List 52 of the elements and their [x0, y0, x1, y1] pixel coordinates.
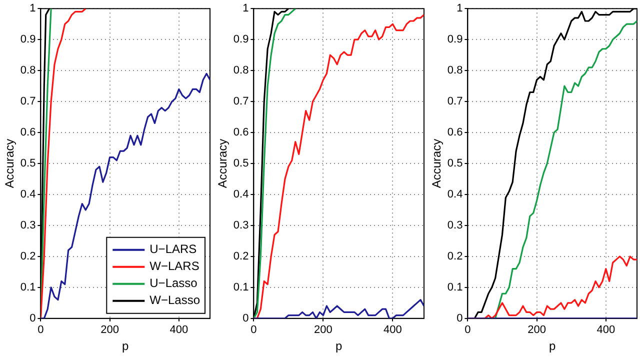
y-tick-label: 0.4	[447, 188, 463, 201]
y-tick-label: 0.9	[233, 34, 249, 46]
legend-label: W−Lasso	[150, 293, 200, 308]
y-tick-label: 0.8	[20, 64, 36, 77]
x-tick-label: 0	[38, 324, 44, 336]
y-tick-label: 0.4	[233, 188, 249, 201]
y-tick-label: 0.3	[447, 219, 463, 232]
x-tick-label: 200	[528, 324, 546, 336]
y-tick-label: 0.9	[447, 34, 463, 46]
x-axis-title: p	[549, 339, 556, 354]
x-tick-label: 400	[384, 324, 402, 336]
x-tick-label: 200	[100, 324, 119, 336]
x-tick-label: 0	[250, 324, 257, 336]
y-tick-label: 0	[456, 312, 463, 324]
y-axis-title: Accuracy	[2, 138, 17, 188]
y-tick-label: 0.6	[447, 126, 463, 139]
x-tick-label: 400	[170, 324, 188, 336]
y-tick-label: 0.7	[447, 96, 463, 108]
y-axis-title: Accuracy	[216, 138, 230, 188]
y-tick-label: 1	[456, 2, 463, 15]
x-axis-title: p	[122, 339, 129, 354]
y-tick-label: 0.7	[20, 96, 36, 108]
y-tick-label: 0.2	[447, 250, 463, 262]
legend-label: U−Lasso	[150, 276, 198, 290]
y-tick-label: 0.8	[447, 64, 463, 77]
y-tick-label: 0.6	[20, 126, 36, 139]
y-tick-label: 0.3	[20, 219, 36, 232]
y-tick-label: 0.2	[233, 250, 249, 262]
x-tick-label: 400	[596, 324, 616, 336]
legend-label: W−LARS	[150, 259, 200, 274]
y-tick-label: 0.8	[233, 64, 249, 77]
x-tick-label: 200	[314, 324, 332, 336]
y-tick-label: 0.3	[233, 219, 249, 232]
y-tick-label: 0.7	[233, 96, 249, 108]
legend-label: U−LARS	[150, 242, 197, 256]
y-tick-label: 0.1	[233, 281, 249, 294]
y-tick-label: 0.1	[20, 281, 36, 294]
y-tick-label: 0.4	[20, 188, 36, 201]
y-axis-title: Accuracy	[430, 138, 444, 188]
y-tick-label: 0	[30, 312, 36, 324]
y-tick-label: 0.1	[447, 281, 463, 294]
y-tick-label: 0	[242, 312, 249, 324]
y-tick-label: 0.2	[20, 250, 36, 262]
y-tick-label: 0.5	[20, 158, 36, 170]
y-tick-label: 1	[242, 2, 249, 15]
y-tick-label: 0.5	[233, 158, 249, 170]
x-axis-title: p	[336, 339, 342, 354]
y-tick-label: 0.9	[20, 34, 36, 46]
y-tick-label: 0.6	[233, 126, 249, 139]
y-tick-label: 0.5	[447, 158, 463, 170]
y-tick-label: 1	[30, 2, 36, 15]
x-tick-label: 0	[464, 324, 471, 336]
